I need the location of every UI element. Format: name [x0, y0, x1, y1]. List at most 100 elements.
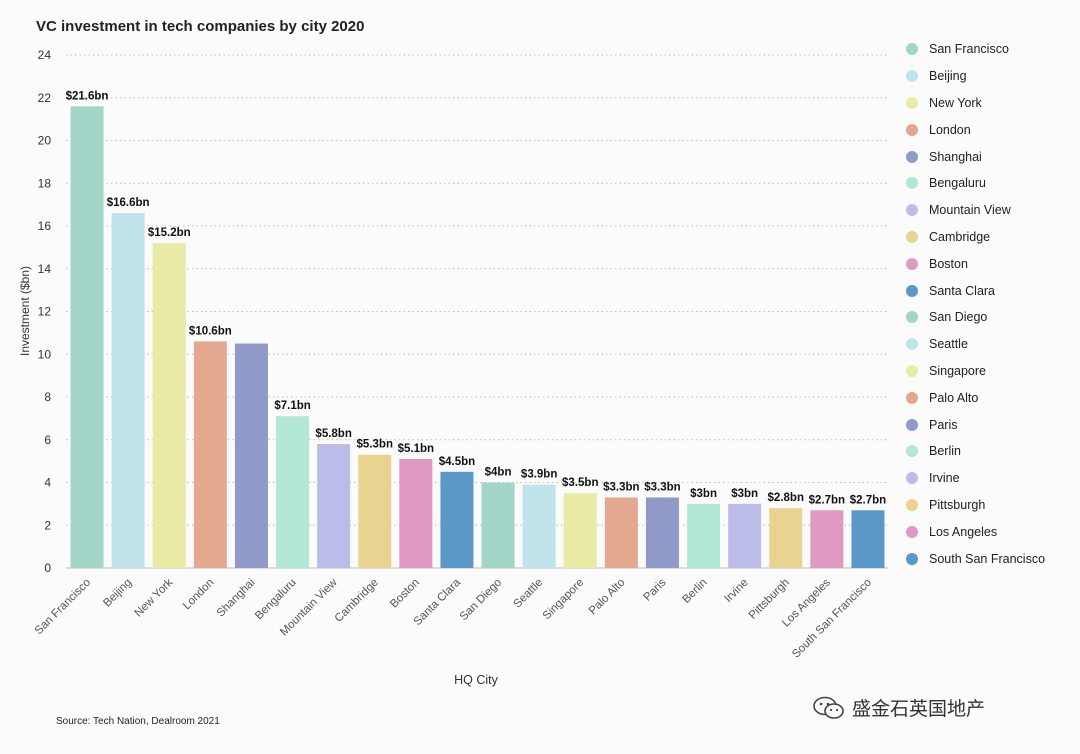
bar [687, 503, 721, 568]
legend-label: Santa Clara [929, 283, 996, 298]
bar [193, 341, 227, 568]
bar [481, 482, 515, 568]
x-tick-label: Beijing [101, 577, 134, 610]
legend-item: Palo Alto [906, 384, 1076, 411]
data-label: $4.5bn [439, 456, 475, 468]
bar [645, 497, 679, 568]
legend-label: Palo Alto [929, 390, 979, 405]
legend-item: Los Angeles [906, 518, 1076, 545]
y-tick-label: 6 [44, 433, 51, 447]
legend-swatch [906, 204, 918, 217]
legend-label: Shanghai [929, 149, 982, 164]
legend-label: Seattle [929, 337, 968, 352]
legend-item: Irvine [906, 465, 1076, 492]
data-label: $7.1bn [274, 400, 310, 412]
x-tick-label: Shanghai [215, 577, 258, 620]
bar [70, 106, 104, 569]
legend-label: New York [929, 95, 982, 110]
bar [440, 471, 474, 568]
legend-item: Cambridge [906, 224, 1076, 251]
legend-item: San Diego [906, 304, 1076, 331]
data-label: $5.1bn [398, 443, 434, 455]
legend-item: New York [906, 90, 1076, 117]
legend-swatch [906, 391, 918, 404]
x-tick-label: London [181, 577, 217, 613]
y-tick-label: 24 [38, 48, 52, 62]
y-tick-label: 14 [38, 262, 52, 276]
bar [317, 444, 351, 568]
y-tick-label: 18 [38, 176, 52, 190]
bar [810, 510, 844, 568]
legend-item: Paris [906, 411, 1076, 438]
x-tick-label: Seattle [511, 577, 545, 611]
legend-swatch [906, 525, 918, 538]
data-label: $5.8bn [315, 428, 351, 440]
legend-item: Bengaluru [906, 170, 1076, 197]
bar [358, 454, 392, 568]
bar [769, 508, 803, 568]
y-tick-label: 4 [44, 476, 51, 490]
legend-label: Beijing [929, 69, 967, 84]
bar [851, 510, 885, 568]
data-label: $2.8bn [768, 492, 804, 504]
legend-swatch [906, 43, 918, 56]
x-tick-label: Berlin [680, 577, 709, 606]
legend-item: Seattle [906, 331, 1076, 358]
x-tick-label: Singapore [541, 577, 587, 623]
legend-swatch [906, 472, 918, 485]
data-label: $3.5bn [562, 477, 598, 489]
data-label: $16.6bn [107, 197, 150, 209]
legend-swatch [906, 498, 918, 511]
legend-label: Los Angeles [929, 524, 998, 539]
bar [234, 343, 268, 568]
data-label: $2.7bn [809, 494, 845, 506]
legend-item: Shanghai [906, 143, 1076, 170]
wechat-icon [813, 696, 844, 719]
legend-swatch [906, 96, 918, 109]
legend-item: Beijing [906, 63, 1076, 90]
watermark-text: 盛金石英国地产 [852, 699, 986, 720]
legend-swatch [906, 445, 918, 458]
legend-swatch [906, 257, 918, 270]
legend-label: Boston [929, 256, 968, 271]
legend-swatch [906, 70, 918, 83]
data-label: $3.3bn [603, 481, 639, 493]
y-tick-label: 8 [44, 390, 51, 404]
bar [563, 493, 597, 568]
legend-label: London [929, 122, 971, 137]
legend-item: London [906, 116, 1076, 143]
legend-swatch [906, 418, 918, 431]
y-tick-label: 2 [44, 518, 51, 532]
data-label: $3.3bn [644, 481, 680, 493]
legend-label: Paris [929, 417, 958, 432]
y-tick-label: 10 [38, 347, 52, 361]
legend-item: South San Francisco [906, 545, 1076, 572]
legend-label: Mountain View [929, 203, 1011, 218]
source-note: Source: Tech Nation, Dealroom 2021 [56, 716, 220, 727]
legend-swatch [906, 284, 918, 297]
legend-label: Irvine [929, 471, 960, 486]
bar [399, 458, 433, 568]
legend-item: Santa Clara [906, 277, 1076, 304]
data-label: $21.6bn [66, 90, 109, 102]
x-tick-label: Boston [388, 577, 422, 611]
legend-label: San Diego [929, 310, 988, 325]
legend-label: Singapore [929, 363, 986, 378]
data-label: $3.9bn [521, 469, 557, 481]
legend-label: South San Francisco [929, 551, 1046, 566]
bar [728, 503, 762, 568]
x-tick-label: San Diego [458, 577, 504, 623]
x-tick-label: Palo Alto [587, 577, 628, 618]
legend-label: Bengaluru [929, 176, 986, 191]
legend-item: San Francisco [906, 36, 1076, 63]
legend-label: Pittsburgh [929, 497, 986, 512]
y-tick-label: 22 [38, 91, 52, 105]
legend-item: Singapore [906, 358, 1076, 385]
bar [276, 416, 310, 568]
y-tick-label: 0 [44, 561, 51, 575]
data-label: $2.7bn [850, 494, 886, 506]
watermark: 盛金石英国地产 [812, 694, 985, 721]
bar [604, 497, 638, 568]
